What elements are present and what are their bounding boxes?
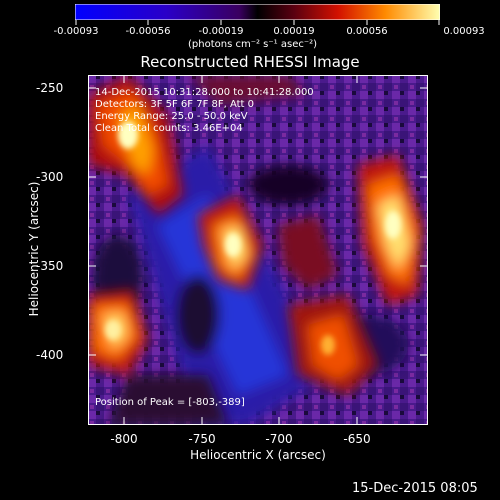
x-tick-label: -700 (265, 432, 293, 446)
colorbar-tick-label: -0.00093 (53, 26, 99, 37)
rhessi-image (88, 75, 428, 425)
y-axis-title: Heliocentric Y (arcsec) (27, 181, 41, 317)
clean-counts-text: Clean Total counts: 3.46E+04 (95, 123, 243, 134)
y-tick-label: -300 (36, 170, 64, 184)
colorbar-tick-label: 0.00019 (273, 26, 315, 37)
image-title: Reconstructed RHESSI Image (140, 53, 360, 71)
x-tick-label: -650 (343, 432, 371, 446)
colorbar-units: (photons cm⁻² s⁻¹ asec⁻²) (188, 39, 318, 50)
y-tick-label: -350 (36, 259, 64, 273)
colorbar-tick-label: 0.00056 (346, 26, 388, 37)
footer-date: 15-Dec-2015 08:05 (352, 481, 478, 496)
detectors-text: Detectors: 3F 5F 6F 7F 8F, Att 0 (95, 99, 255, 110)
x-axis-title: Heliocentric X (arcsec) (190, 448, 326, 462)
colorbar-tick-label: -0.00019 (198, 26, 244, 37)
plot-frame (88, 75, 428, 425)
y-tick-label: -250 (36, 81, 64, 95)
colorbar-tick-label: -0.00056 (125, 26, 171, 37)
energy-range-text: Energy Range: 25.0 - 50.0 keV (95, 111, 248, 122)
colorbar-tick-label: 0.00093 (443, 26, 485, 37)
axis-ticks (88, 75, 428, 425)
x-tick-label: -800 (110, 432, 138, 446)
peak-position-text: Position of Peak = [-803,-389] (95, 397, 245, 408)
colorbar-ticks (75, 20, 440, 25)
x-tick-label: -750 (188, 432, 216, 446)
colorbar (75, 4, 440, 20)
y-tick-label: -400 (36, 348, 64, 362)
time-range-text: 14-Dec-2015 10:31:28.000 to 10:41:28.000 (95, 87, 314, 98)
